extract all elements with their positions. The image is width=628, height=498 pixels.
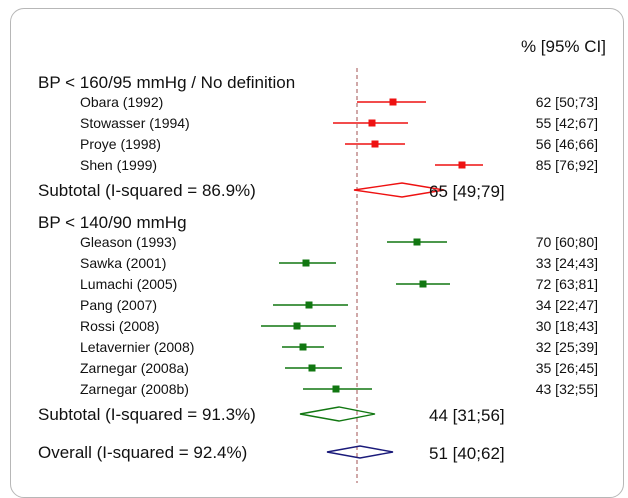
ci-text: 33 [24;43] bbox=[536, 255, 598, 271]
study-label: Rossi (2008) bbox=[80, 318, 159, 334]
ci-text: 85 [76;92] bbox=[536, 157, 598, 173]
point-estimate-marker bbox=[302, 259, 310, 267]
overall-ci-text: 51 [40;62] bbox=[429, 444, 505, 463]
study-label: Letavernier (2008) bbox=[80, 339, 194, 355]
ci-text: 56 [46;66] bbox=[536, 136, 598, 152]
ci-text: 62 [50;73] bbox=[536, 94, 598, 110]
ci-text: 72 [63;81] bbox=[536, 276, 598, 292]
subtotal-label: Subtotal (I-squared = 91.3%) bbox=[38, 405, 256, 424]
point-estimate-marker bbox=[305, 301, 313, 309]
point-estimate-marker bbox=[293, 322, 301, 330]
chart-frame bbox=[10, 8, 624, 498]
overall-label: Overall (I-squared = 92.4%) bbox=[38, 443, 247, 462]
ci-text: 35 [26;45] bbox=[536, 360, 598, 376]
study-label: Obara (1992) bbox=[80, 94, 163, 110]
ci-text: 32 [25;39] bbox=[536, 339, 598, 355]
study-label: Shen (1999) bbox=[80, 157, 157, 173]
study-label: Lumachi (2005) bbox=[80, 276, 177, 292]
point-estimate-marker bbox=[419, 280, 427, 288]
study-label: Sawka (2001) bbox=[80, 255, 166, 271]
point-estimate-marker bbox=[299, 343, 307, 351]
ci-text: 30 [18;43] bbox=[536, 318, 598, 334]
ci-text: 43 [32;55] bbox=[536, 381, 598, 397]
group-heading: BP < 160/95 mmHg / No definition bbox=[38, 73, 295, 92]
point-estimate-marker bbox=[332, 385, 340, 393]
ci-text: 55 [42;67] bbox=[536, 115, 598, 131]
study-label: Zarnegar (2008a) bbox=[80, 360, 189, 376]
ci-text: 70 [60;80] bbox=[536, 234, 598, 250]
study-label: Stowasser (1994) bbox=[80, 115, 190, 131]
forest-plot: % [95% CI] BP < 160/95 mmHg / No definit… bbox=[38, 37, 606, 483]
group-heading: BP < 140/90 mmHg bbox=[38, 213, 187, 232]
study-label: Gleason (1993) bbox=[80, 234, 177, 250]
subtotal-label: Subtotal (I-squared = 86.9%) bbox=[38, 181, 256, 200]
study-label: Zarnegar (2008b) bbox=[80, 381, 189, 397]
pooled-diamond bbox=[299, 406, 376, 422]
pooled-diamond bbox=[326, 445, 394, 459]
point-estimate-marker bbox=[413, 238, 421, 246]
pooled-diamond bbox=[353, 182, 445, 198]
subtotal-ci-text: 65 [49;79] bbox=[429, 182, 505, 201]
ci-column-header: % [95% CI] bbox=[521, 37, 606, 56]
point-estimate-marker bbox=[308, 364, 316, 372]
study-label: Pang (2007) bbox=[80, 297, 157, 313]
study-label: Proye (1998) bbox=[80, 136, 161, 152]
point-estimate-marker bbox=[371, 140, 379, 148]
point-estimate-marker bbox=[458, 161, 466, 169]
subtotal-ci-text: 44 [31;56] bbox=[429, 406, 505, 425]
ci-text: 34 [22;47] bbox=[536, 297, 598, 313]
point-estimate-marker bbox=[389, 98, 397, 106]
point-estimate-marker bbox=[368, 119, 376, 127]
